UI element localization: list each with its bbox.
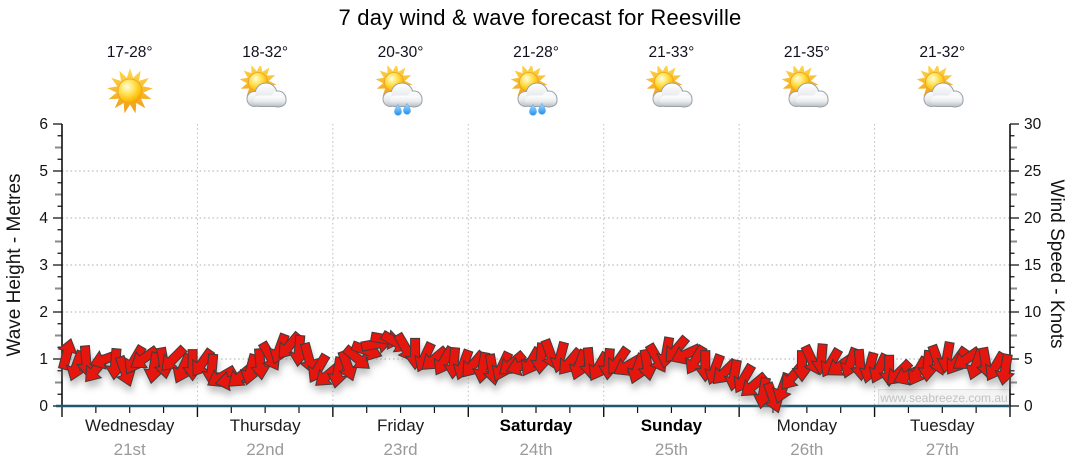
left-axis-tick-label: 4 xyxy=(39,210,48,227)
day-label-cell: Monday 26th xyxy=(732,416,882,460)
wind-arrow xyxy=(250,347,271,381)
raindrop-icon xyxy=(529,103,537,116)
day-label-cell: Thursday 22nd xyxy=(190,416,340,460)
right-axis-tick-label: 20 xyxy=(1024,210,1042,227)
day-label-cell: Sunday 25th xyxy=(596,416,746,460)
wind-arrow xyxy=(161,344,188,371)
day-date-label: 22nd xyxy=(246,440,285,459)
day-date-label: 25th xyxy=(654,440,688,459)
weather-icon-cell xyxy=(739,66,875,118)
wind-arrow xyxy=(341,344,370,369)
weather-icon-cell xyxy=(197,66,333,118)
day-date-label: 23rd xyxy=(383,440,418,459)
raindrop-icon xyxy=(393,103,402,116)
right-axis-tick-label: 15 xyxy=(1024,257,1041,274)
left-axis-tick-label: 0 xyxy=(39,398,48,415)
left-axis-tick-label: 1 xyxy=(39,351,48,368)
day-label-cell: Tuesday 27th xyxy=(867,416,1017,460)
weather-icon-cell xyxy=(603,66,739,118)
wind-arrow xyxy=(994,353,1016,386)
day-name-label: Saturday xyxy=(499,416,573,435)
raindrop-icon xyxy=(538,102,546,115)
left-axis-tick-label: 6 xyxy=(39,116,48,133)
day-label-cell: Saturday 24th xyxy=(461,416,611,460)
temperature-label: 21-35° xyxy=(783,44,830,61)
cloud-shape xyxy=(246,82,287,108)
weather-icon-cell xyxy=(468,66,604,118)
day-name-label: Wednesday xyxy=(84,416,175,435)
day-date-label: 24th xyxy=(519,440,553,459)
weather-icon-cell xyxy=(62,66,198,118)
right-axis-tick-label: 10 xyxy=(1024,304,1042,321)
partly-cloudy-icon xyxy=(239,66,287,108)
day-label-cell: Wednesday 21st xyxy=(55,416,205,460)
weather-icon-cell xyxy=(874,66,1010,118)
temperature-label: 17-28° xyxy=(106,44,153,61)
day-date-label: 26th xyxy=(790,440,824,459)
cloud-shape xyxy=(788,82,829,108)
sunny-icon xyxy=(106,68,153,114)
partly-cloudy-rain-icon xyxy=(510,66,558,116)
cloud-shape xyxy=(517,82,558,108)
cloud-shape xyxy=(382,82,423,108)
day-name-label: Friday xyxy=(376,416,425,435)
wind-arrow xyxy=(239,353,261,386)
day-name-label: Thursday xyxy=(229,416,301,435)
right-axis-tick-label: 5 xyxy=(1024,351,1033,368)
day-date-label: 21st xyxy=(113,440,146,459)
temperature-label: 18-32° xyxy=(242,44,289,61)
right-axis-tick-label: 25 xyxy=(1024,163,1041,180)
day-date-label: 27th xyxy=(925,440,959,459)
day-name-label: Tuesday xyxy=(909,416,975,435)
cloud-shape xyxy=(923,82,964,108)
temperature-label: 21-28° xyxy=(513,44,559,61)
day-name-label: Monday xyxy=(776,416,838,435)
cloud-shape xyxy=(652,82,693,108)
temperature-label: 21-32° xyxy=(919,44,966,61)
partly-cloudy-rain-icon xyxy=(375,66,423,116)
wind-arrow-band xyxy=(57,329,1016,414)
partly-cloudy-icon xyxy=(916,66,964,108)
left-axis-tick-label: 5 xyxy=(39,163,48,180)
raindrop-icon xyxy=(402,102,411,115)
temperature-label: 20-30° xyxy=(377,44,424,61)
partly-cloudy-icon xyxy=(646,66,693,108)
partly-cloudy-icon xyxy=(781,66,829,108)
wind-arrow xyxy=(670,343,703,365)
temperature-label: 21-33° xyxy=(648,44,695,61)
left-axis-tick-label: 2 xyxy=(39,304,48,321)
right-axis-tick-label: 30 xyxy=(1024,116,1042,133)
left-axis-tick-label: 3 xyxy=(39,257,48,274)
day-name-label: Sunday xyxy=(640,416,703,435)
day-label-cell: Friday 23rd xyxy=(326,416,476,460)
right-axis-tick-label: 0 xyxy=(1024,398,1033,415)
chart-title: 7 day wind & wave forecast for Reesville xyxy=(338,5,742,30)
weather-icon-cell xyxy=(333,66,469,118)
wind-arrow xyxy=(130,345,160,369)
